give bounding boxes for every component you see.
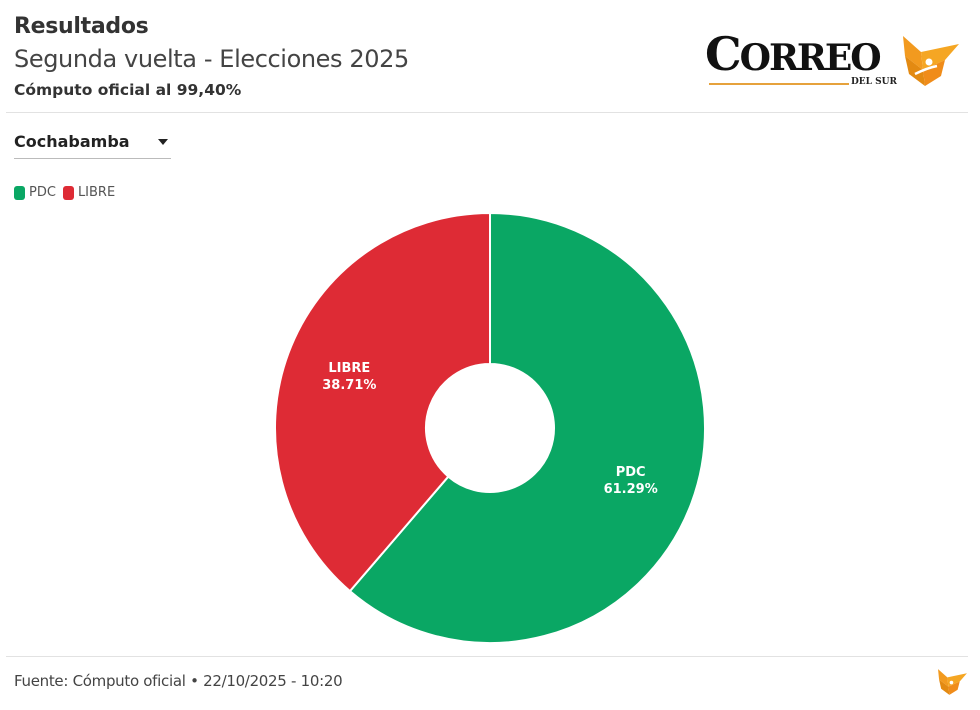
legend-item-pdc[interactable]: PDC — [14, 185, 56, 200]
legend-item-libre[interactable]: LIBRE — [62, 185, 116, 200]
footer-divider — [6, 656, 968, 657]
legend-swatch-libre — [62, 185, 74, 200]
logo-underline — [709, 83, 849, 85]
correo-del-sur-logo: CORREO DEL SUR — [705, 26, 965, 90]
slice-pdc[interactable] — [348, 211, 706, 644]
legend-label-libre: LIBRE — [77, 185, 116, 200]
source-note: Fuente: Cómputo oficial • 22/10/2025 - 1… — [14, 672, 343, 690]
legend-label-pdc: PDC — [29, 185, 56, 200]
legend-swatch-pdc — [14, 185, 25, 200]
slice-libre[interactable] — [274, 211, 491, 593]
region-select[interactable]: Cochabamba — [14, 128, 171, 159]
caret-down-icon — [158, 139, 168, 145]
logo-wordmark: CORREO — [705, 27, 882, 81]
header-divider — [6, 112, 968, 113]
region-select-value: Cochabamba — [14, 132, 130, 151]
chart-title: Resultados — [14, 14, 149, 39]
chart-subtitle: Segunda vuelta - Elecciones 2025 — [14, 45, 409, 73]
logo-subtitle: DEL SUR — [851, 77, 897, 87]
correo-bird-icon-small — [938, 669, 967, 695]
count-status: Cómputo oficial al 99,40% — [14, 81, 242, 99]
chart-legend: PDC LIBRE — [14, 185, 122, 200]
correo-bird-icon — [903, 36, 959, 86]
